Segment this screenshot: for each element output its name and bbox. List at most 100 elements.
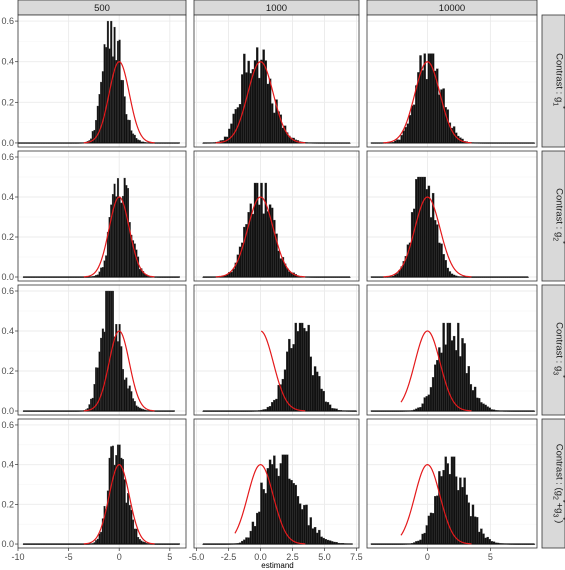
histogram-bar [288,338,291,412]
histogram-bar [425,525,429,545]
histogram-bar [234,109,238,144]
histogram-bar [125,502,128,545]
panel: 0.0 0.2 0.4 0.6 -10 -5 0 5 [1,418,187,562]
panel-border [366,418,538,549]
histogram-bar [446,322,450,412]
histogram-bar [127,119,130,144]
y-tick-label: 0.6 [1,286,14,296]
histogram-bar [303,327,306,412]
density-curve [215,61,306,144]
histogram-bar [408,115,412,144]
histogram-bar [467,366,470,412]
histogram-bar [290,348,293,412]
histogram-bar [298,322,302,412]
histogram-bar [294,484,298,545]
histogram-bar [465,373,468,412]
x-tick-label: 0 [117,552,122,562]
histogram-bar [115,60,118,144]
histogram-bar [478,398,481,412]
histogram-bar [452,456,456,545]
histogram-bar [101,328,104,412]
histogram-bar [326,539,330,545]
histogram-bar [105,47,108,144]
histogram-bar [125,377,128,412]
density-curve [383,196,472,278]
y-tick-label: 0.4 [1,460,14,470]
histogram-bar [120,346,123,412]
histogram-bar [463,477,466,545]
histogram-bar [475,397,479,412]
histogram-bar [406,123,410,144]
histogram-bar [434,496,437,545]
histogram-bar [465,494,468,545]
panel: 0.0 0.2 0.4 0.6 [1,284,187,416]
histogram-bar [133,401,136,412]
panel [366,14,538,148]
histogram-bar [421,403,424,412]
histogram-bar [475,517,479,545]
panel [193,284,360,416]
density-curve [83,464,155,545]
histogram-bar [123,96,126,144]
histogram-bar [457,322,460,412]
histogram-bar [120,79,123,144]
histogram-bar [128,505,131,545]
histogram-bar [425,189,429,278]
histogram-bar [253,182,257,278]
histogram-bar [311,528,315,545]
histogram-bar [253,60,257,144]
histogram-bar [270,207,274,278]
histogram-bar [324,401,328,412]
histogram-bar [120,457,123,545]
histogram-bar [135,405,138,412]
histogram-bar [446,267,450,278]
histogram-bar [427,515,431,545]
x-tick-label: 5 [167,552,172,562]
histogram-bar [482,403,485,412]
histogram-bar [243,53,246,144]
histogram-bar [296,331,300,412]
histogram-bar [123,379,126,412]
histogram-bar [429,217,433,278]
histogram-bar [133,134,136,144]
histogram-bar [446,109,450,144]
density-curve [260,330,306,412]
histogram-bar [436,495,439,545]
panel-border [193,150,360,282]
histogram-bar [423,532,426,545]
histogram-bar [303,504,306,545]
panel-border [17,418,187,549]
density-curve [383,61,472,144]
histogram-bar [438,242,441,278]
x-tick-label: 5 [488,552,493,562]
x-tick-label: 7.5 [350,552,363,562]
histogram-bar [486,536,489,545]
histogram-bar [438,94,441,144]
histogram-bar [260,59,263,144]
histogram-bar [309,517,313,545]
histogram-bar [318,529,321,545]
panel-background [194,285,359,415]
histogram-bar [103,331,106,412]
histogram-bar [463,343,466,412]
panel-border [366,150,538,282]
histogram-bar [123,479,126,545]
histogram-bar [247,60,250,144]
row-strip [541,150,565,282]
histogram-bar [116,341,119,412]
histogram-bar [106,290,109,412]
histogram-bar [292,344,295,412]
histogram-bar [118,39,121,144]
histogram-bar [110,446,113,545]
histogram-bar [315,371,319,412]
histogram-bar [98,94,101,144]
histogram-bar [423,397,426,412]
histogram-bar [307,525,310,545]
histogram-bar [473,386,477,412]
density-curve [83,196,155,278]
x-tick-label: 5.0 [318,552,331,562]
histogram-bar [228,128,231,144]
histogram-bar [427,53,431,144]
histogram-bar [264,182,268,278]
